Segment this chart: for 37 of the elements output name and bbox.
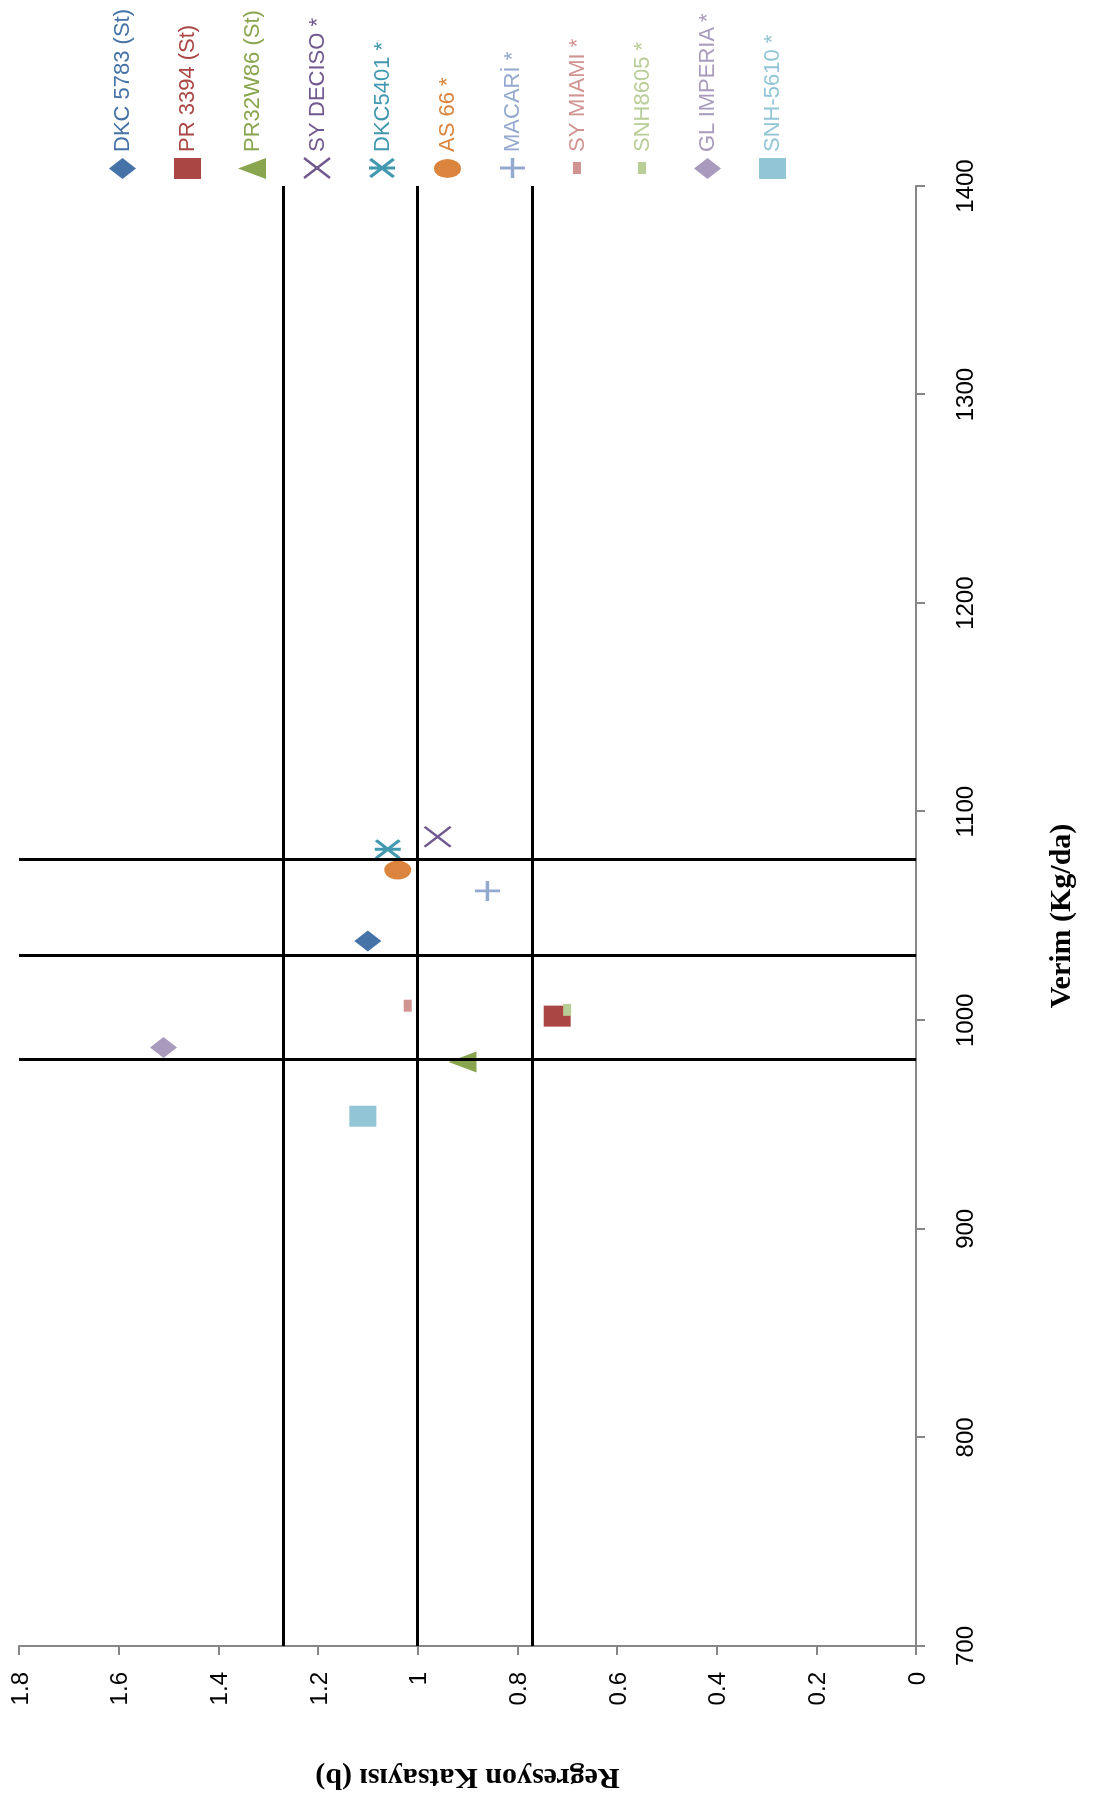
y-tick-label: 1000 xyxy=(950,993,978,1047)
y-tick-label: 1100 xyxy=(950,785,978,838)
text: SNH-5610 * xyxy=(759,34,784,152)
x-tick-label: 1.2 xyxy=(304,1672,332,1706)
point xyxy=(423,825,452,848)
text: SNH8605 * xyxy=(629,41,654,152)
text: DKC 5783 (St) xyxy=(109,8,134,152)
x-tick-label: 1.6 xyxy=(105,1672,133,1706)
text: GL IMPERIA * xyxy=(694,13,719,152)
point xyxy=(354,930,382,952)
point xyxy=(349,1105,377,1127)
point xyxy=(150,1036,178,1058)
text: PR32W86 (St) xyxy=(239,10,264,152)
y-tick-label: 800 xyxy=(950,1417,978,1458)
x-tick-label: 0.8 xyxy=(503,1672,531,1706)
text: PR 3394 (St) xyxy=(174,24,199,152)
x-tick-label: 1 xyxy=(404,1672,432,1686)
x-tick-label: 0 xyxy=(902,1672,930,1686)
point xyxy=(384,860,412,880)
x-tick-label: 1.4 xyxy=(204,1672,232,1706)
x-tick-label: 1.8 xyxy=(5,1672,33,1706)
x-tick-label: 0.4 xyxy=(703,1672,731,1706)
text: MACARİ * xyxy=(499,51,524,152)
text: DKC5401 * xyxy=(369,41,394,152)
x-tick-label: 0.6 xyxy=(603,1672,631,1706)
text: AS 66 * xyxy=(434,77,459,152)
x-tick-label: 0.2 xyxy=(802,1672,830,1706)
x-axis-title: Regresyon Katsayısı (b) xyxy=(315,1761,620,1796)
y-tick-label: 1400 xyxy=(950,159,978,213)
y-tick-label: 700 xyxy=(950,1625,978,1667)
point xyxy=(374,839,401,860)
y-tick-label: 1300 xyxy=(950,367,978,422)
text: SY DECISO * xyxy=(304,17,329,152)
text: SY MIAMI * xyxy=(564,38,589,152)
y-tick-label: 1200 xyxy=(950,576,978,630)
y-axis-title: Verim (Kg/da) xyxy=(1042,823,1077,1009)
y-tick-label: 900 xyxy=(950,1208,978,1249)
